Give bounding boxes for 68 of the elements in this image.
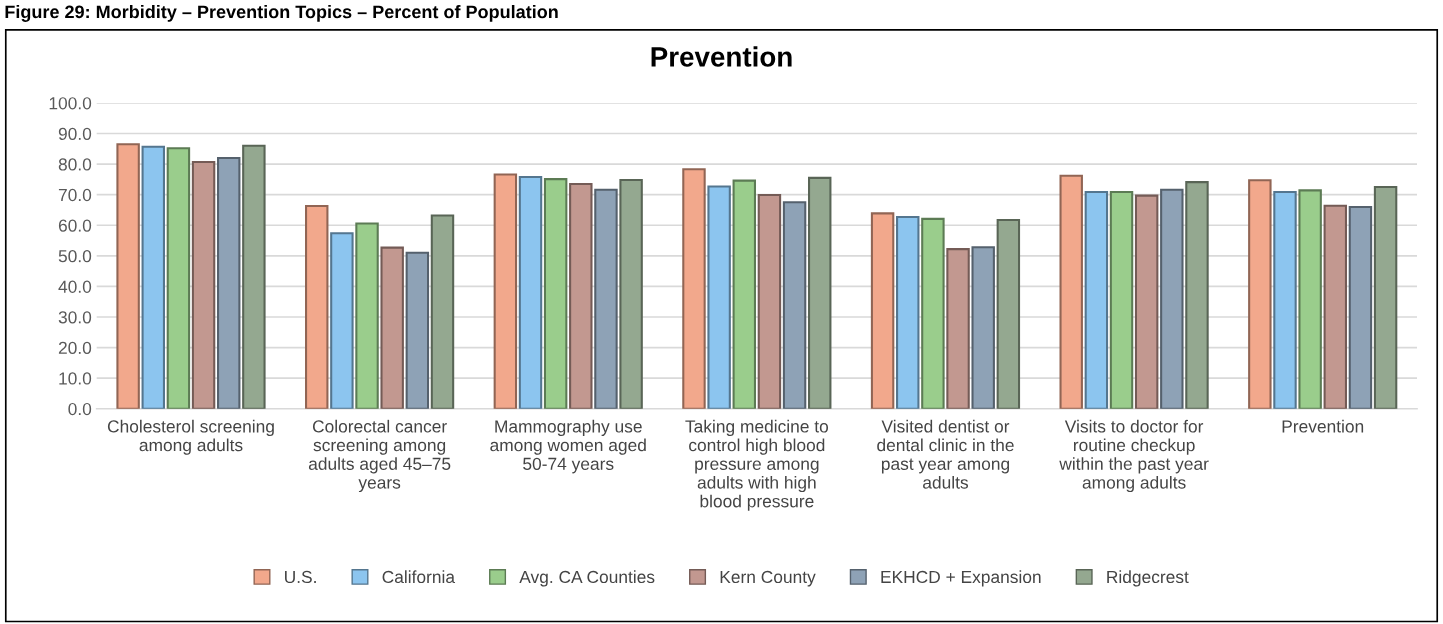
x-tick-label: Taking medicine to control high blood pressure among adults with high blood pressure: [685, 419, 829, 511]
bar: [191, 160, 216, 409]
bar: [1323, 204, 1348, 409]
y-tick-label: 80.0: [58, 158, 92, 171]
bar: [732, 179, 757, 409]
y-tick-label: 10.0: [59, 372, 92, 385]
bar: [493, 173, 518, 409]
legend-label: Avg. CA Counties: [519, 570, 655, 587]
bar: [971, 246, 995, 409]
bar: [116, 143, 140, 409]
bar: [543, 178, 568, 409]
bar: [305, 204, 329, 409]
legend-label: U.S.: [285, 570, 316, 584]
bar: [1248, 179, 1272, 409]
y-tick-label: 100.0: [49, 97, 92, 110]
y-tick-label: 50.0: [58, 250, 92, 263]
bar: [242, 144, 266, 409]
legend-label: Kern County: [720, 570, 816, 587]
y-tick-label: 20.0: [58, 341, 92, 355]
bar: [1185, 181, 1209, 409]
bar: [996, 219, 1021, 409]
bar: [355, 222, 379, 409]
x-tick-label: Mammography use among women aged 50-74 years: [490, 419, 646, 474]
bar: [1059, 174, 1083, 409]
bar: [518, 175, 543, 409]
bar: [808, 176, 832, 409]
legend-label: Ridgecrest: [1107, 570, 1189, 587]
bar: [1373, 186, 1398, 409]
bar: [330, 232, 354, 409]
bar: [141, 145, 165, 409]
bar: [594, 188, 618, 409]
bar: [707, 185, 731, 409]
bar: [896, 215, 920, 409]
bar: [1134, 194, 1159, 409]
bar: [569, 182, 593, 409]
x-tick-label: Visits to doctor for routine checkup within the past year among adults: [1059, 419, 1209, 493]
x-tick-label: Cholesterol screening among adults: [107, 419, 274, 455]
caption: Figure 29: Morbidity – Prevention Topics – Percent of Population: [5, 4, 558, 22]
y-tick-label: 60.0: [58, 219, 92, 232]
bar: [619, 178, 643, 409]
bar: [946, 248, 970, 409]
bar: [1348, 205, 1373, 409]
y-tick-label: 90.0: [58, 127, 92, 140]
bar: [405, 251, 430, 409]
legend-label: EKHCD + Expansion: [881, 570, 1041, 587]
y-tick-label: 0.0: [68, 402, 92, 416]
bar: [921, 217, 945, 409]
bar: [1084, 190, 1109, 409]
bar: [757, 193, 782, 409]
bar: [1109, 190, 1134, 409]
y-tick-label: 70.0: [58, 188, 92, 202]
y-tick-label: 40.0: [58, 280, 92, 293]
bar: [1273, 190, 1297, 409]
legend-label: California: [382, 570, 456, 584]
chart-title: Prevention: [651, 46, 792, 67]
bar: [430, 214, 455, 409]
x-tick-label: Colorectal cancer screening among adults aged 45–75 years: [308, 419, 451, 493]
bar: [166, 147, 191, 409]
bar: [782, 201, 807, 409]
x-tick-label: Prevention: [1282, 419, 1364, 433]
bar: [380, 246, 404, 409]
bar: [682, 168, 706, 409]
bar: [870, 212, 895, 409]
y-tick-label: 30.0: [58, 311, 92, 324]
bar: [1298, 189, 1322, 409]
bar: [216, 156, 241, 409]
x-tick-label: Visited dentist or dental clinic in the past year among adults: [877, 419, 1014, 489]
bar: [1160, 188, 1184, 409]
